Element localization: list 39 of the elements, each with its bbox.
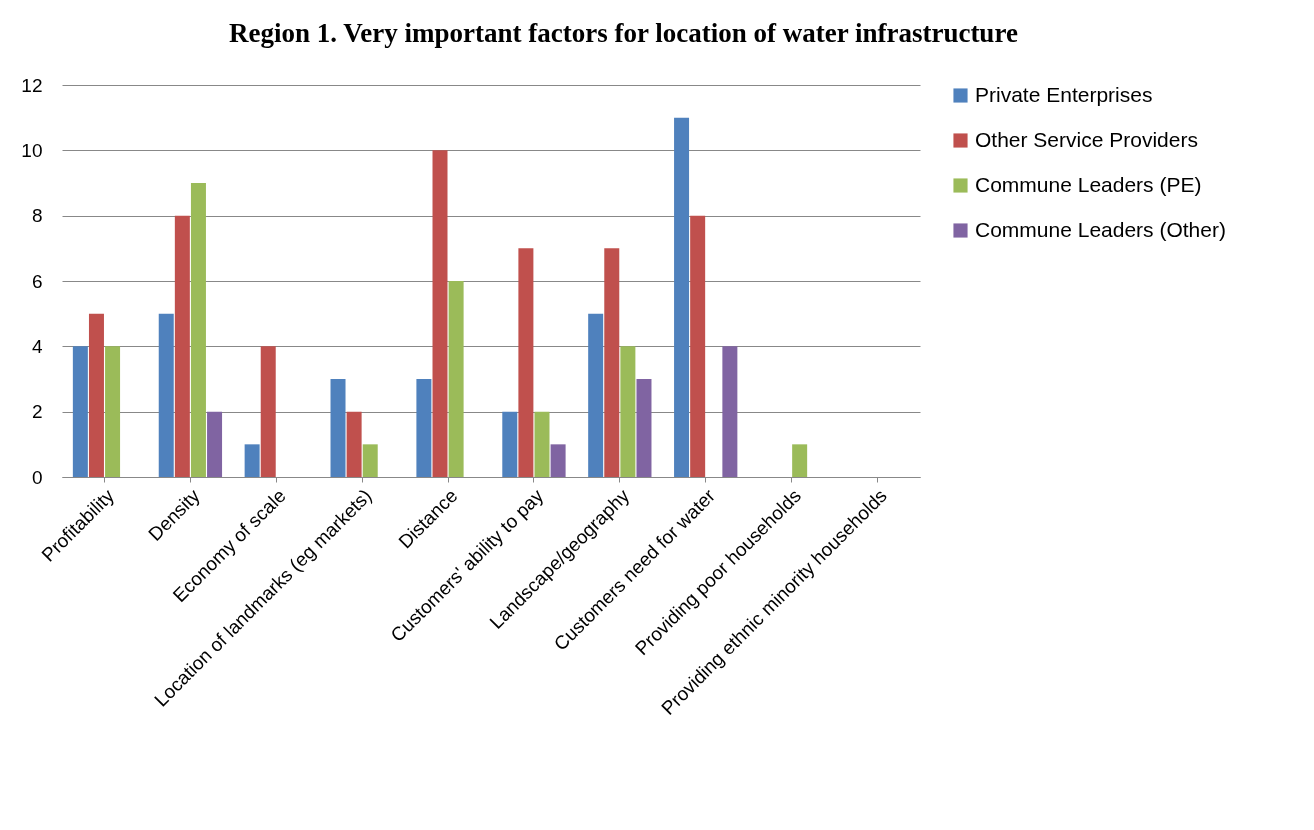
bar <box>620 346 636 477</box>
bar <box>674 117 690 477</box>
bar <box>416 379 432 477</box>
bar <box>518 248 534 477</box>
bar <box>174 215 190 477</box>
bar <box>158 313 174 477</box>
bar <box>88 313 104 477</box>
bar <box>588 313 604 477</box>
bar <box>550 444 566 477</box>
chart-title: Region 1. Very important factors for location of water infrastructure <box>229 18 1018 48</box>
bar <box>190 183 206 477</box>
bar <box>105 346 121 477</box>
y-tick-label: 2 <box>31 401 43 423</box>
bar <box>534 411 550 477</box>
legend-label: Private Enterprises <box>975 82 1153 106</box>
bar <box>207 411 223 477</box>
y-tick-label: 10 <box>21 139 43 161</box>
legend-label: Commune Leaders (Other) <box>975 217 1226 241</box>
y-tick-label: 0 <box>31 466 43 488</box>
bar <box>432 150 448 477</box>
legend-label: Commune Leaders (PE) <box>975 172 1202 196</box>
bar <box>244 444 260 477</box>
bar <box>502 411 518 477</box>
bar <box>362 444 378 477</box>
bar <box>792 444 808 477</box>
y-tick-label: 6 <box>31 270 43 292</box>
bar <box>604 248 620 477</box>
y-tick-label: 8 <box>31 205 43 227</box>
bar <box>330 379 346 477</box>
bar <box>448 281 464 477</box>
bar <box>260 346 276 477</box>
y-tick-label: 12 <box>21 74 43 96</box>
bar <box>346 411 362 477</box>
bar <box>636 379 652 477</box>
y-tick-label: 4 <box>31 335 43 357</box>
bar <box>72 346 88 477</box>
bar <box>722 346 738 477</box>
legend-label: Other Service Providers <box>975 127 1198 151</box>
bar <box>690 215 706 477</box>
